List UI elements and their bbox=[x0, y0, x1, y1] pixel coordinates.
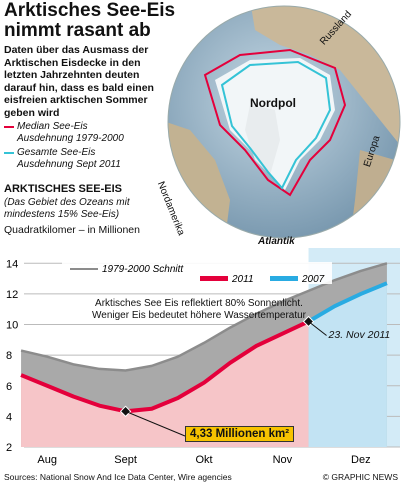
section-title: ARKTISCHES SEE-EIS bbox=[4, 183, 122, 195]
x-tick-label: Dez bbox=[351, 454, 371, 466]
legend-label: 2011 bbox=[231, 274, 254, 285]
description: Daten über das Ausmass der Arktischen Ei… bbox=[4, 44, 154, 119]
legend-swatch bbox=[4, 152, 14, 154]
y-tick-label: 10 bbox=[6, 320, 18, 332]
y-tick-label: 6 bbox=[6, 381, 12, 393]
x-tick-label: Sept bbox=[114, 454, 137, 466]
line bbox=[307, 281, 388, 324]
legend-swatch bbox=[4, 126, 14, 128]
leader bbox=[125, 410, 186, 437]
y-tick-label: 14 bbox=[6, 258, 18, 270]
leader bbox=[308, 321, 327, 336]
subtitle: (Das Gebiet des Ozeans mit mindestens 15… bbox=[4, 197, 130, 220]
line bbox=[20, 319, 310, 414]
legend-label: Median See-Eis Ausdehnung 1979-2000 bbox=[17, 121, 124, 144]
legend-swatch bbox=[70, 268, 98, 270]
annotation: 23. Nov 2011 bbox=[328, 329, 391, 342]
legend-box bbox=[62, 262, 332, 284]
y-tick-label: 2 bbox=[6, 442, 12, 454]
x-tick-label: Okt bbox=[195, 454, 212, 466]
y-axis-label: Quadratkilomer – in Millionen bbox=[4, 224, 140, 236]
area-fill bbox=[308, 283, 387, 447]
y-tick-label: 4 bbox=[6, 411, 12, 423]
marker bbox=[119, 405, 132, 418]
source: Sources: National Snow And Ice Data Cent… bbox=[4, 472, 232, 482]
legend-label: 1979-2000 Schnitt bbox=[102, 264, 184, 275]
map-label: Atlantik bbox=[258, 236, 295, 247]
annotation: Arktisches See Eis reflektiert 80% Sonne… bbox=[92, 298, 306, 321]
credit: © GRAPHIC NEWS bbox=[322, 472, 398, 482]
y-tick-label: 8 bbox=[6, 350, 12, 362]
legend-swatch bbox=[200, 276, 228, 281]
x-tick-label: Aug bbox=[37, 454, 57, 466]
annotation: 4,33 Millionen km² bbox=[185, 426, 295, 442]
legend-swatch bbox=[270, 276, 298, 281]
y-tick-label: 12 bbox=[6, 289, 18, 301]
area-fill bbox=[21, 321, 309, 447]
map-label: Nordpol bbox=[250, 96, 296, 110]
legend-label: Gesamte See-Eis Ausdehnung Sept 2011 bbox=[17, 147, 121, 170]
title: Arktisches See-Eis nimmt rasant ab bbox=[4, 0, 176, 41]
legend-label: 2007 bbox=[301, 274, 325, 285]
x-tick-label: Nov bbox=[273, 454, 293, 466]
